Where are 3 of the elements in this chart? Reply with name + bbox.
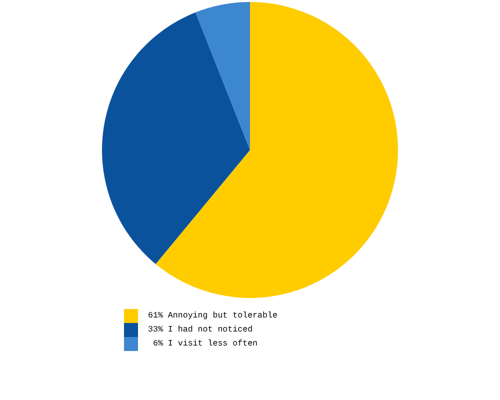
- legend-label: 6% I visit less often: [148, 338, 258, 348]
- legend-label: 33% I had not noticed: [148, 324, 253, 334]
- legend-label: 61% Annoying but tolerable: [148, 310, 278, 320]
